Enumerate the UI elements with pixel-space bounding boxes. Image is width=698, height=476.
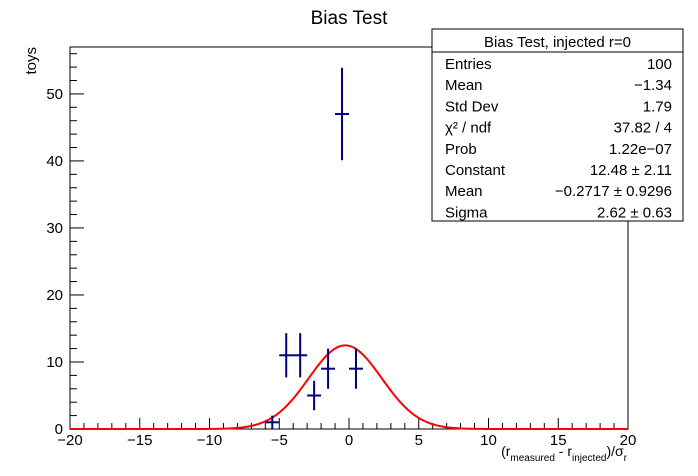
data-point bbox=[279, 333, 294, 378]
y-axis-label: toys bbox=[23, 47, 40, 75]
data-point bbox=[265, 415, 280, 429]
x-axis-tick-labels: −20 −15 −10 −5 0 5 10 15 20 bbox=[57, 432, 636, 449]
stats-row-label: Mean bbox=[445, 183, 483, 200]
data-point bbox=[293, 333, 308, 378]
stats-row-label: χ² / ndf bbox=[445, 120, 492, 137]
x-tick-label: 5 bbox=[415, 432, 423, 449]
fit-layer bbox=[70, 344, 628, 430]
stats-row-value: −0.2717 ± 0.9296 bbox=[555, 183, 672, 200]
x-axis-label-sub-measured: measured bbox=[510, 453, 554, 464]
stats-row-value: 12.48 ± 2.11 bbox=[590, 162, 672, 179]
x-tick-label: −10 bbox=[197, 432, 222, 449]
x-tick-label: 0 bbox=[345, 432, 353, 449]
stats-box-frame bbox=[431, 28, 684, 222]
chart-title: Bias Test bbox=[311, 8, 388, 29]
data-point bbox=[335, 67, 349, 161]
x-axis-label-prefix: (r bbox=[501, 443, 511, 459]
x-axis-label-sub-r: r bbox=[624, 453, 628, 464]
x-tick-label: −20 bbox=[57, 432, 82, 449]
x-axis-label-suffix: )/σ bbox=[606, 443, 624, 459]
gaussian-fit-curve bbox=[70, 344, 628, 430]
stats-row-value: 1.79 bbox=[643, 98, 672, 115]
stats-row-label: Sigma bbox=[445, 204, 488, 221]
stats-box-title: Bias Test, injected r=0 bbox=[484, 34, 631, 51]
y-tick-label: 0 bbox=[55, 421, 63, 438]
y-axis-ticks bbox=[70, 53, 84, 430]
stats-row-value: 100 bbox=[647, 56, 672, 73]
y-tick-label: 20 bbox=[46, 287, 63, 304]
stats-box: Bias Test, injected r=0 Entries 100 Mean −1… bbox=[431, 28, 684, 222]
x-axis-label-sub-injected: injected bbox=[572, 453, 606, 464]
data-points bbox=[265, 67, 363, 429]
stats-row-value: −1.34 bbox=[634, 77, 672, 94]
stats-row-label: Std Dev bbox=[445, 98, 499, 115]
x-axis-label-mid: - r bbox=[555, 443, 572, 459]
x-tick-label: −15 bbox=[127, 432, 152, 449]
stats-row-label: Prob bbox=[445, 141, 477, 158]
y-axis-tick-labels: 0 10 20 30 40 50 bbox=[46, 86, 63, 438]
x-tick-label: −5 bbox=[271, 432, 288, 449]
data-point bbox=[307, 380, 322, 411]
stats-box-rows: Entries 100 Mean −1.34 Std Dev 1.79 χ² / ndf 37… bbox=[445, 56, 672, 221]
stats-row-label: Mean bbox=[445, 77, 483, 94]
x-axis-ticks bbox=[69, 418, 629, 429]
stats-row-value: 2.62 ± 0.63 bbox=[597, 204, 672, 221]
stats-row-value: 37.82 / 4 bbox=[614, 120, 672, 137]
x-tick-label: 10 bbox=[480, 432, 497, 449]
y-tick-label: 50 bbox=[46, 86, 63, 103]
x-tick-label: 15 bbox=[550, 432, 567, 449]
stats-row-value: 1.22e−07 bbox=[609, 141, 672, 158]
y-tick-label: 30 bbox=[46, 220, 63, 237]
x-axis-label: (rmeasured - rinjected)/σr bbox=[501, 443, 628, 464]
y-tick-label: 10 bbox=[46, 354, 63, 371]
stats-row-label: Constant bbox=[445, 162, 506, 179]
data-point bbox=[321, 348, 336, 389]
stats-row-label: Entries bbox=[445, 56, 492, 73]
y-tick-label: 40 bbox=[46, 153, 63, 170]
x-tick-label: 20 bbox=[620, 432, 637, 449]
data-point bbox=[349, 348, 363, 389]
